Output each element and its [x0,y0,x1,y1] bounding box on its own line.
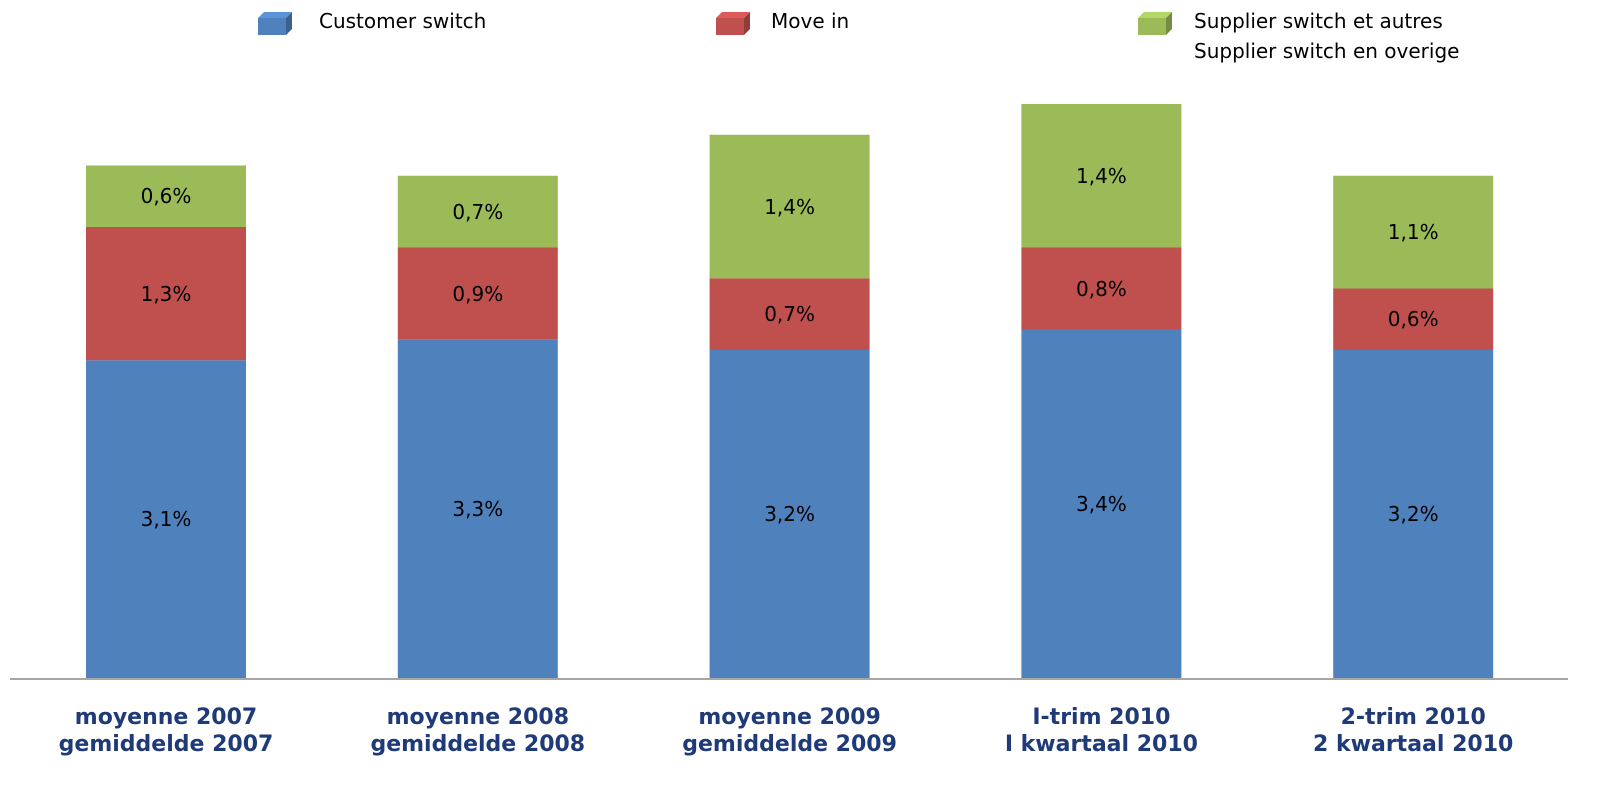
legend-icon [744,12,750,35]
value-label: 1,3% [140,281,192,306]
bar-segment [1333,350,1494,678]
x-tick-label: I-trim 2010 I kwartaal 2010 [1004,705,1198,757]
bar-segment [709,350,870,678]
value-label: 3,2% [764,502,815,526]
value-label: 3,2% [1387,502,1439,526]
value-label: 0,6% [140,184,192,209]
value-label: 3,3% [452,496,504,521]
legend-label: Supplier switch et autres Supplier switc… [1194,9,1460,63]
value-label: 0,8% [1075,276,1127,301]
bar-segment [86,360,246,678]
x-tick-label: moyenne 2008 gemiddelde 2008 [370,705,586,757]
legend-icon [716,18,744,35]
value-label: 1,1% [1387,220,1439,245]
legend-label: Move in [771,9,850,33]
value-label: 3,4% [1075,491,1127,516]
value-label: 0,7% [764,302,815,327]
bar-segment [709,134,870,279]
legend-icon [258,18,286,35]
value-label: 1,4% [1075,163,1127,188]
legend-label: Customer switch [319,9,487,33]
legend-icon [258,12,292,18]
bar-segment [397,339,558,678]
bar-segment [1021,247,1182,330]
bar-segment [397,247,558,340]
legend-icon [286,12,292,35]
bar-segment [709,278,870,350]
legend-icon [716,12,750,18]
value-label: 0,7% [452,199,504,224]
bar-segment [86,227,246,361]
bar-segment [86,165,246,227]
value-label: 3,1% [140,507,192,532]
value-label: 0,9% [452,281,504,306]
x-tick-label: moyenne 2007 gemiddelde 2007 [58,705,274,757]
value-label: 0,6% [1387,307,1439,332]
bar-segment [1021,104,1182,248]
bar-segment [1333,175,1494,289]
legend-icon [1138,18,1166,35]
bar-segment [397,175,558,248]
x-tick-label: moyenne 2009 gemiddelde 2009 [682,705,897,757]
x-tick-label: 2-trim 2010 2 kwartaal 2010 [1313,705,1514,757]
bar-segment [1333,288,1494,350]
bar-segment [1021,329,1182,678]
value-label: 1,4% [764,194,815,219]
legend-icon [1138,12,1172,18]
legend-icon [1166,12,1172,35]
